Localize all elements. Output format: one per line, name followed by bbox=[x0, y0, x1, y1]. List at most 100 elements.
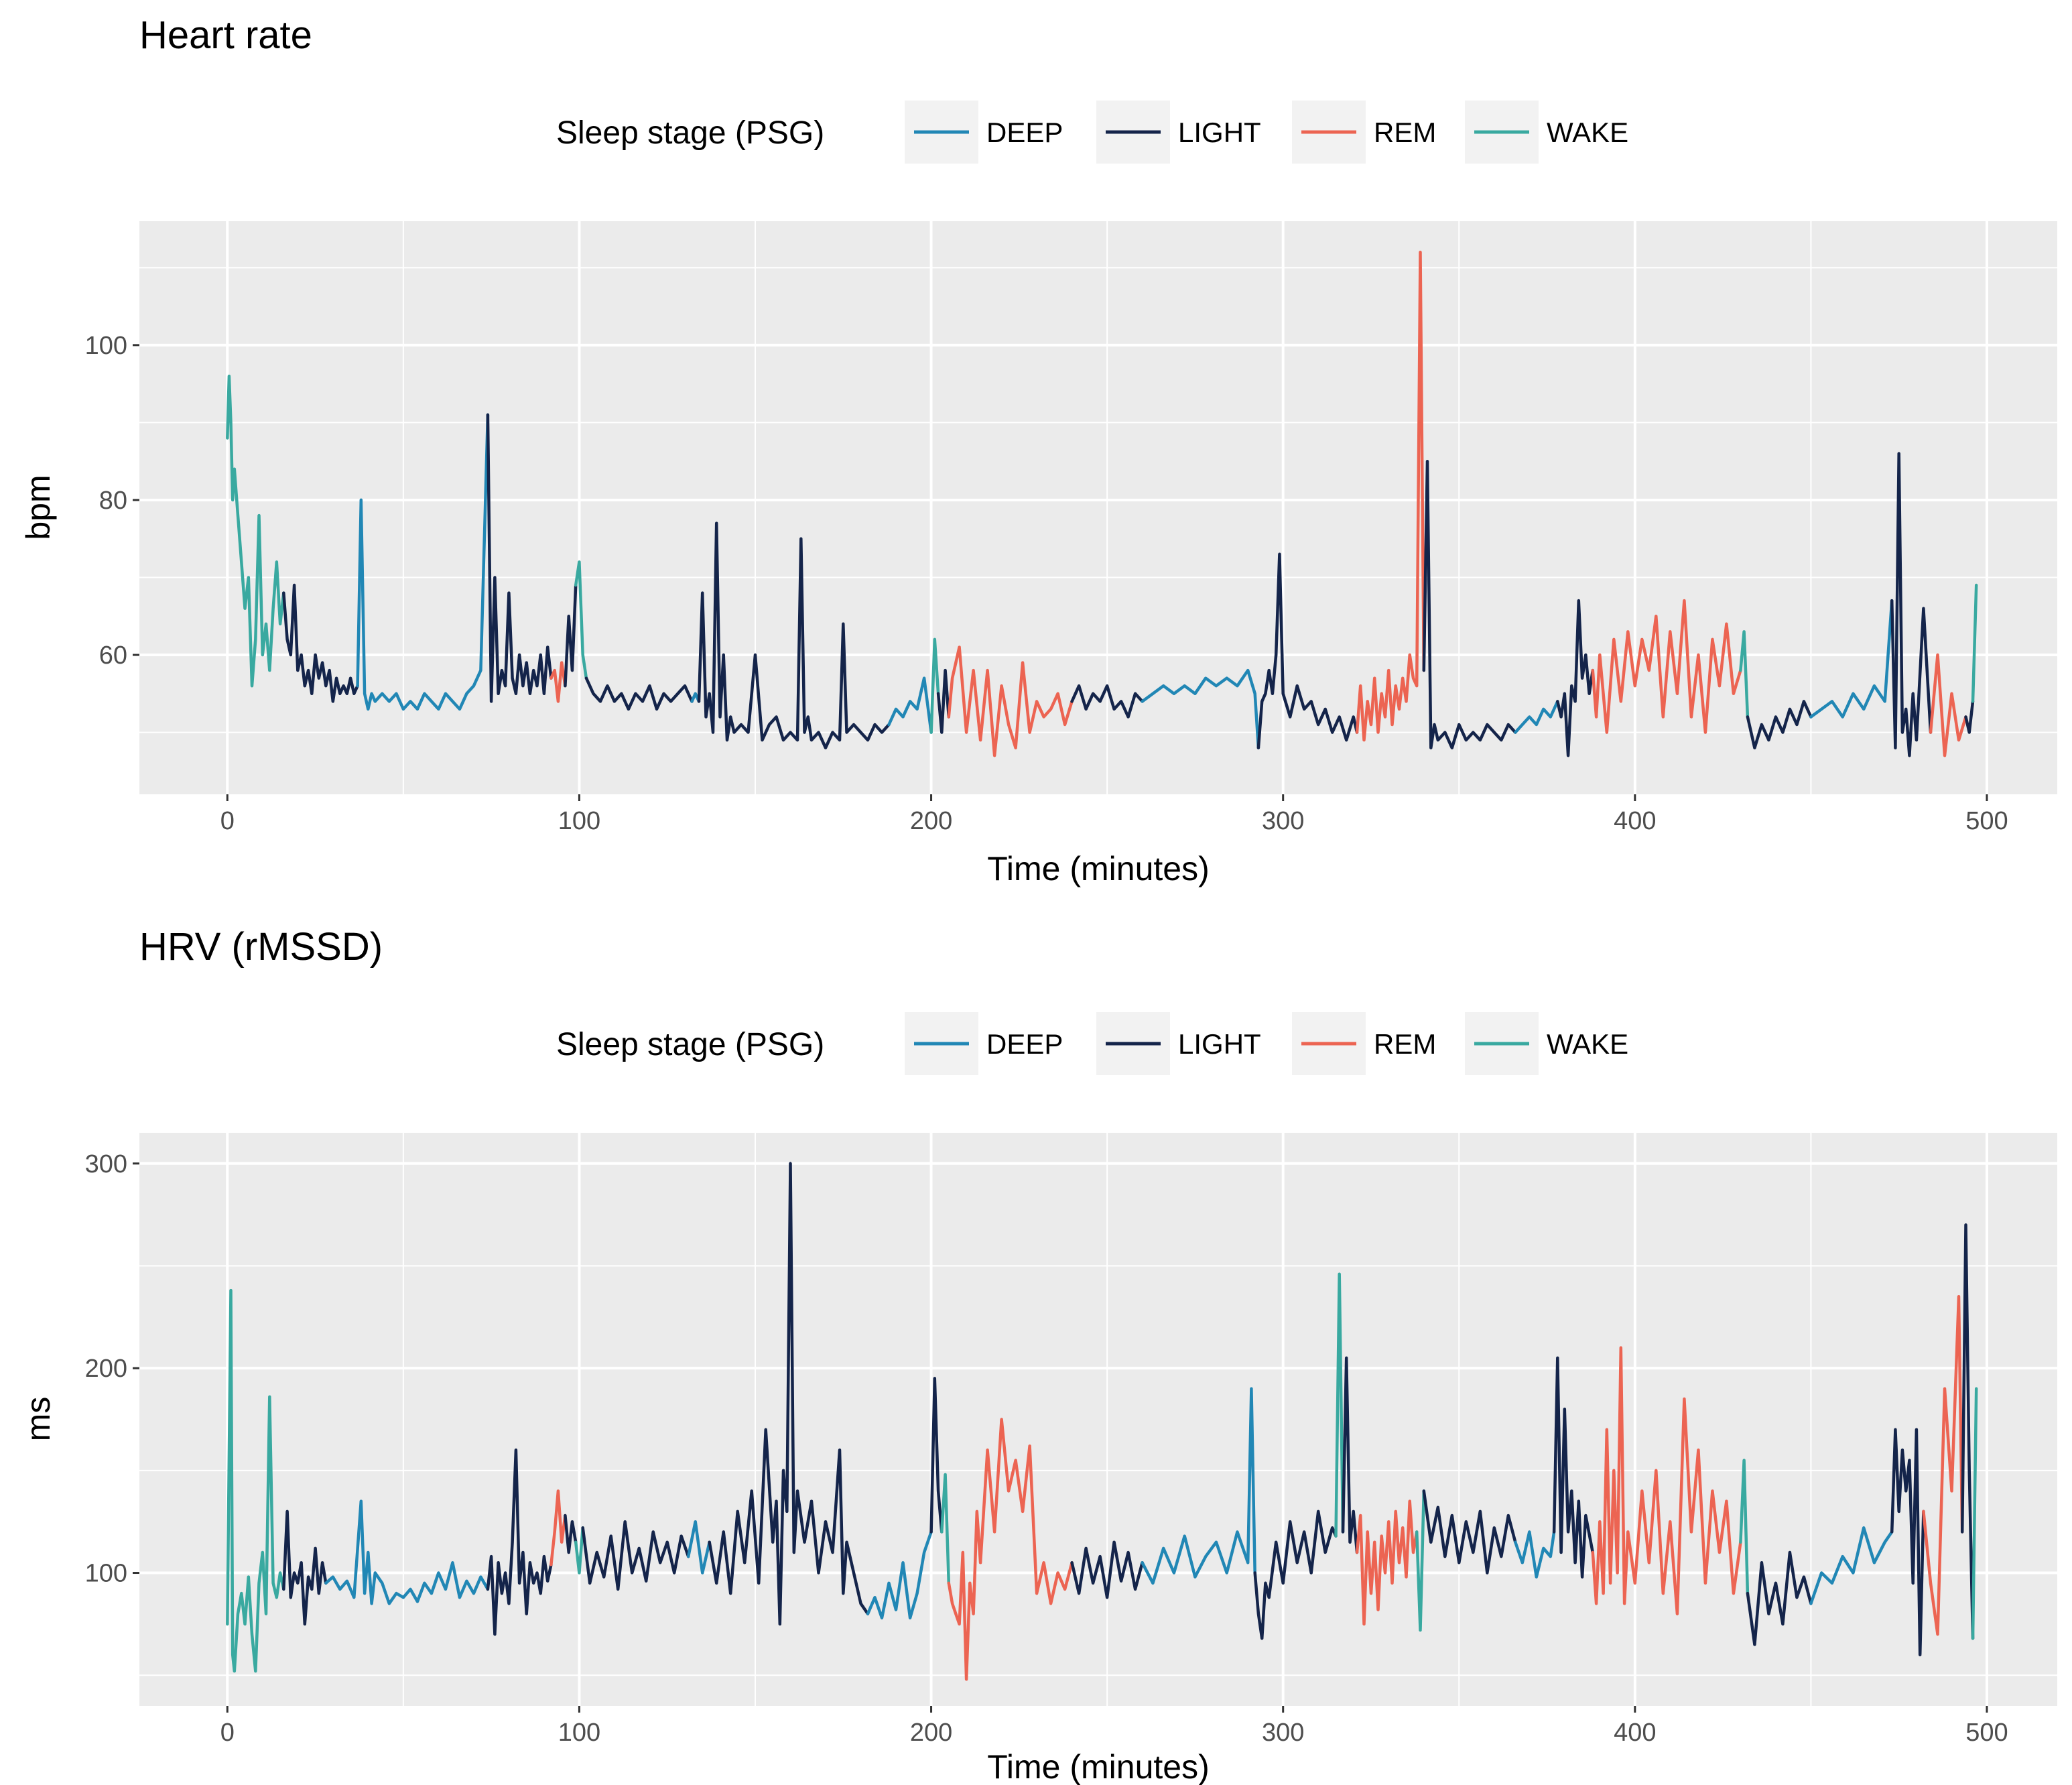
chart-title-hrv: HRV (rMSSD) bbox=[139, 925, 383, 969]
series-segment-light bbox=[1253, 1510, 1338, 1640]
chart-title-heart-rate: Heart rate bbox=[139, 13, 312, 57]
series-segment-light bbox=[282, 1510, 328, 1626]
x-tick-label: 400 bbox=[1614, 807, 1656, 835]
y-tick-label: 300 bbox=[85, 1150, 127, 1178]
series-hrv bbox=[226, 1162, 1978, 1681]
series-segment-light bbox=[1256, 552, 1359, 749]
series-segment-light bbox=[1890, 1428, 1925, 1656]
legend-label-rem: REM bbox=[1374, 117, 1436, 148]
legend-label-wake: WAKE bbox=[1547, 117, 1628, 148]
series-segment-light bbox=[697, 521, 891, 749]
series-segment-wake bbox=[226, 1288, 285, 1673]
series-segment-wake bbox=[1334, 1272, 1345, 1538]
series-segment-wake bbox=[929, 637, 940, 734]
x-tick-label: 0 bbox=[220, 807, 235, 835]
series-segment-rem bbox=[1591, 599, 1742, 734]
series-segment-deep bbox=[1514, 700, 1559, 734]
series-segment-wake bbox=[1971, 583, 1978, 703]
series-segment-rem bbox=[1591, 1346, 1742, 1615]
legend-label-rem: REM bbox=[1374, 1028, 1436, 1060]
y-tick-label: 60 bbox=[99, 641, 127, 670]
x-tick-label: 200 bbox=[910, 807, 952, 835]
series-segment-light bbox=[1746, 700, 1813, 749]
legend-label-deep: DEEP bbox=[986, 117, 1063, 148]
series-segment-rem bbox=[1355, 250, 1426, 742]
hrv-panel: HRV (rMSSD) Sleep stage (PSG) DEEP LIGHT… bbox=[19, 925, 2057, 1785]
series-segment-light bbox=[929, 1377, 944, 1534]
series-segment-rem bbox=[947, 1418, 1074, 1681]
series-segment-light bbox=[564, 583, 578, 688]
series-segment-light bbox=[1960, 1223, 1975, 1640]
x-tick-label: 400 bbox=[1614, 1719, 1656, 1747]
x-tick-label: 0 bbox=[220, 1719, 235, 1747]
series-segment-light bbox=[1070, 684, 1144, 719]
legend-hrv: Sleep stage (PSG) DEEP LIGHT REM WAKE bbox=[556, 1012, 1628, 1075]
axes-heart-rate: 0 100 200 300 400 500 60 80 100 bbox=[85, 332, 2008, 835]
series-segment-deep bbox=[356, 413, 490, 711]
series-segment-deep bbox=[1809, 599, 1894, 719]
series-segment-light bbox=[564, 1514, 578, 1554]
x-tick-label: 300 bbox=[1262, 807, 1304, 835]
series-segment-light bbox=[1964, 700, 1975, 734]
series-segment-wake bbox=[1971, 1387, 1978, 1640]
series-segment-deep bbox=[324, 1499, 490, 1605]
series-segment-wake bbox=[1739, 630, 1750, 719]
series-segment-wake bbox=[226, 374, 285, 688]
x-axis-title-heart-rate: Time (minutes) bbox=[987, 850, 1210, 887]
y-tick-label: 100 bbox=[85, 1560, 127, 1588]
x-tick-label: 100 bbox=[558, 1719, 600, 1747]
plot-panel-heart-rate bbox=[139, 221, 2057, 794]
series-segment-rem bbox=[549, 1489, 567, 1566]
series-segment-rem bbox=[549, 661, 567, 703]
series-segment-wake bbox=[574, 1526, 584, 1575]
series-segment-light bbox=[1070, 1540, 1144, 1599]
series-segment-wake bbox=[1415, 1489, 1426, 1632]
series-segment-light bbox=[486, 413, 553, 703]
series-segment-light bbox=[282, 583, 359, 703]
series-segment-light bbox=[581, 1520, 690, 1591]
x-tick-label: 500 bbox=[1965, 807, 2008, 835]
y-axis-title-hrv: ms bbox=[19, 1397, 57, 1442]
x-tick-label: 500 bbox=[1965, 1719, 2008, 1747]
heart-rate-panel: Heart rate Sleep stage (PSG) DEEP LIGHT … bbox=[19, 13, 2057, 887]
y-tick-label: 100 bbox=[85, 332, 127, 360]
series-segment-wake bbox=[1739, 1459, 1750, 1595]
series-segment-rem bbox=[947, 645, 1074, 757]
y-tick-label: 200 bbox=[85, 1355, 127, 1383]
series-segment-light bbox=[1556, 599, 1595, 757]
x-tick-label: 100 bbox=[558, 807, 600, 835]
y-axis-title-heart-rate: bpm bbox=[19, 475, 57, 540]
series-segment-light bbox=[708, 1162, 870, 1626]
series-segment-wake bbox=[574, 560, 588, 680]
series-segment-rem bbox=[1929, 653, 1967, 757]
legend-label-light: LIGHT bbox=[1178, 1028, 1261, 1060]
y-tick-label: 80 bbox=[99, 487, 127, 515]
axes-hrv: 0 100 200 300 400 500 100 200 300 bbox=[85, 1150, 2008, 1747]
series-segment-rem bbox=[1355, 1499, 1419, 1626]
series-segment-light bbox=[486, 1449, 553, 1636]
series-segment-deep bbox=[1809, 1526, 1894, 1605]
series-segment-light bbox=[936, 668, 951, 734]
series-segment-deep bbox=[866, 1530, 933, 1619]
series-segment-light bbox=[1552, 1356, 1595, 1579]
legend-label-deep: DEEP bbox=[986, 1028, 1063, 1060]
legend-title: Sleep stage (PSG) bbox=[556, 115, 824, 151]
series-segment-rem bbox=[1922, 1295, 1964, 1636]
series-segment-deep bbox=[1514, 1530, 1556, 1579]
series-segment-light bbox=[1341, 1356, 1359, 1554]
x-tick-label: 300 bbox=[1262, 1719, 1304, 1747]
legend-label-wake: WAKE bbox=[1547, 1028, 1628, 1060]
series-segment-light bbox=[1422, 459, 1517, 749]
legend-heart-rate: Sleep stage (PSG) DEEP LIGHT REM WAKE bbox=[556, 101, 1628, 164]
series-segment-light bbox=[1422, 1489, 1517, 1575]
series-segment-deep bbox=[887, 676, 933, 734]
series-segment-light bbox=[1746, 1550, 1813, 1646]
legend-label-light: LIGHT bbox=[1178, 117, 1261, 148]
series-heart-rate bbox=[226, 250, 1978, 757]
series-segment-deep bbox=[1141, 1387, 1256, 1585]
legend-title: Sleep stage (PSG) bbox=[556, 1027, 824, 1062]
series-segment-light bbox=[584, 676, 694, 711]
series-segment-deep bbox=[686, 1520, 711, 1575]
plot-panel-hrv bbox=[139, 1133, 2057, 1706]
